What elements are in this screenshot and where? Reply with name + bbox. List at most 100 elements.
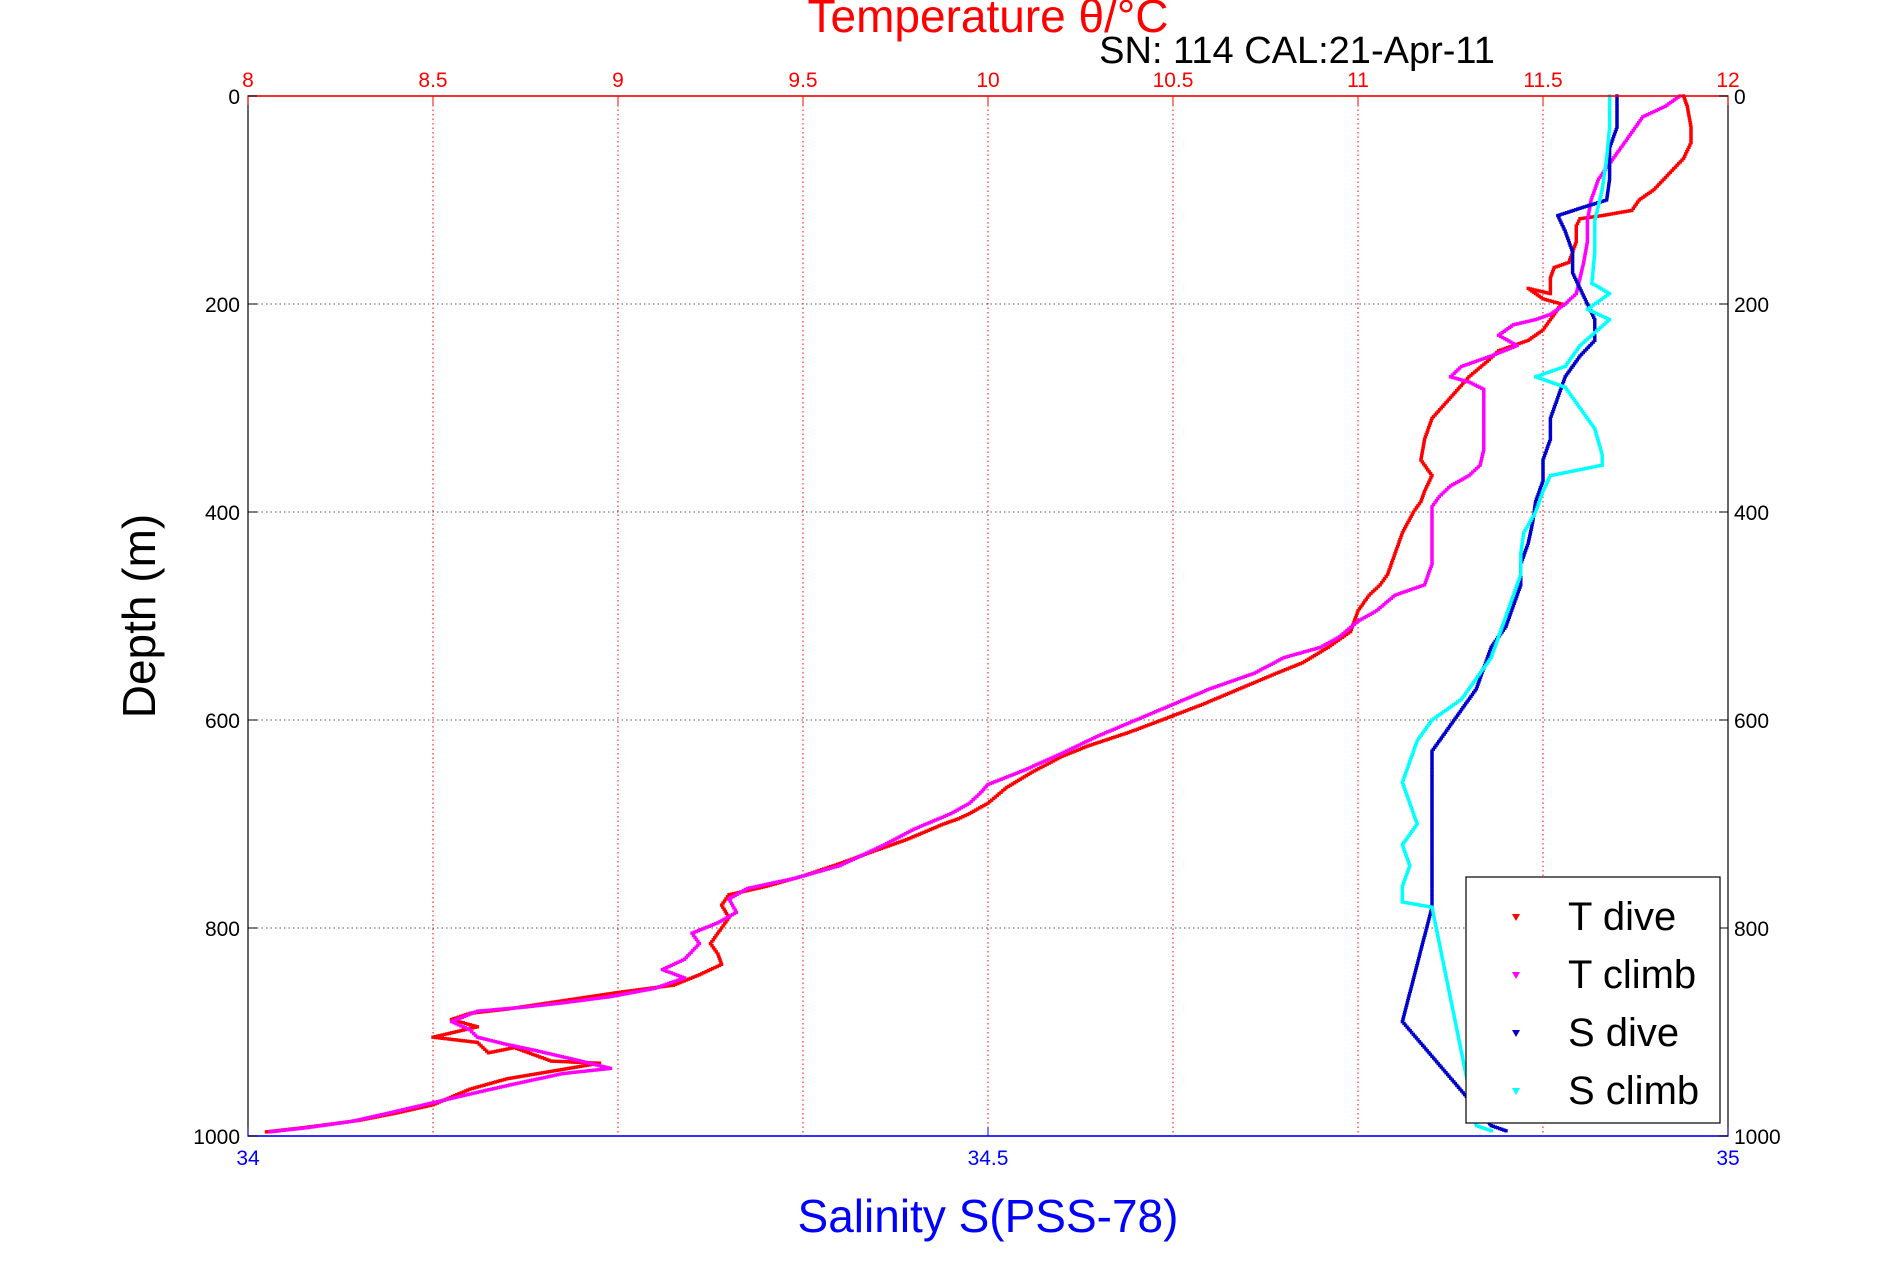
data-point <box>1443 730 1448 734</box>
legend-label-s-climb: S climb <box>1568 1069 1699 1113</box>
data-point <box>705 925 709 929</box>
data-point <box>298 1126 302 1131</box>
data-point <box>871 848 875 852</box>
data-point <box>1621 210 1625 214</box>
data-point <box>1593 334 1597 338</box>
data-point <box>1366 613 1370 618</box>
data-point <box>993 795 998 799</box>
data-point <box>1539 494 1544 498</box>
data-point <box>1362 616 1366 620</box>
data-point <box>1459 697 1464 701</box>
data-point <box>695 974 699 978</box>
data-point <box>1253 680 1257 685</box>
data-point <box>1401 529 1406 533</box>
data-point <box>552 1069 557 1073</box>
data-point <box>1422 442 1426 446</box>
data-point <box>1612 132 1617 136</box>
data-point <box>1054 758 1058 762</box>
top-tick-label: 8 <box>242 69 254 92</box>
data-point <box>893 841 897 846</box>
data-point <box>1430 765 1434 770</box>
data-point <box>1535 293 1540 297</box>
data-point <box>954 817 958 822</box>
data-point <box>1473 689 1477 693</box>
data-point <box>1430 505 1434 509</box>
data-point <box>1028 771 1033 775</box>
data-point <box>1101 732 1106 736</box>
data-point <box>847 859 851 864</box>
data-point <box>1638 119 1642 123</box>
data-point <box>1592 315 1596 320</box>
data-point <box>1599 313 1603 318</box>
data-point <box>1453 376 1457 380</box>
data-point <box>1530 523 1534 527</box>
data-point <box>1404 589 1409 593</box>
data-point <box>1581 293 1585 297</box>
data-point <box>1448 375 1453 379</box>
data-point <box>1356 619 1360 623</box>
data-point <box>1567 470 1571 474</box>
data-point <box>701 927 705 931</box>
data-point <box>1408 516 1412 520</box>
data-point <box>713 965 717 970</box>
data-point <box>1458 709 1462 714</box>
data-point <box>1305 649 1309 653</box>
data-point <box>611 991 615 995</box>
data-point <box>1371 590 1375 594</box>
data-point <box>1400 889 1405 893</box>
data-point <box>1409 755 1414 759</box>
data-point <box>574 1058 578 1062</box>
data-point <box>400 1108 405 1112</box>
data-point <box>764 884 768 889</box>
data-point <box>1595 464 1600 468</box>
data-point <box>1550 412 1554 416</box>
data-point <box>1592 262 1596 266</box>
data-point <box>1545 480 1549 484</box>
data-point <box>1487 1128 1491 1132</box>
data-point <box>1480 456 1484 461</box>
data-point <box>1589 200 1593 204</box>
data-point <box>1592 310 1596 314</box>
data-point <box>1546 313 1550 317</box>
data-point <box>366 1116 370 1120</box>
data-point <box>268 1130 272 1134</box>
data-point <box>492 1008 496 1012</box>
data-point <box>405 1107 409 1111</box>
data-point <box>575 996 579 1001</box>
data-point <box>1460 1053 1464 1057</box>
data-point <box>1251 681 1255 685</box>
data-point <box>1430 552 1434 557</box>
data-point <box>999 777 1003 781</box>
data-point <box>1491 353 1496 357</box>
data-point <box>599 1067 603 1072</box>
data-point <box>1449 723 1453 727</box>
data-point <box>307 1125 312 1130</box>
data-point <box>948 820 952 824</box>
data-point <box>1270 673 1274 677</box>
data-point <box>1461 1060 1466 1064</box>
data-point <box>1069 747 1073 751</box>
data-point <box>1676 95 1680 99</box>
data-point <box>724 916 728 920</box>
legend-marker <box>1512 972 1520 979</box>
data-point <box>422 1103 426 1107</box>
data-point <box>1394 547 1399 551</box>
data-point <box>1451 1011 1456 1015</box>
data-point <box>1544 449 1548 453</box>
data-point <box>1563 302 1567 306</box>
data-point <box>1593 245 1597 249</box>
data-point <box>1452 371 1456 375</box>
data-point <box>752 885 757 889</box>
data-point <box>1411 750 1415 755</box>
data-point <box>1519 551 1523 556</box>
data-point <box>1372 610 1377 614</box>
data-point <box>1108 736 1113 741</box>
data-point <box>1451 1008 1455 1013</box>
data-point <box>1125 722 1129 726</box>
data-point <box>464 1093 468 1097</box>
data-point <box>1352 620 1356 625</box>
data-point <box>1131 729 1135 733</box>
data-point <box>1542 453 1547 458</box>
data-point <box>1490 643 1495 647</box>
data-point <box>1392 554 1396 558</box>
